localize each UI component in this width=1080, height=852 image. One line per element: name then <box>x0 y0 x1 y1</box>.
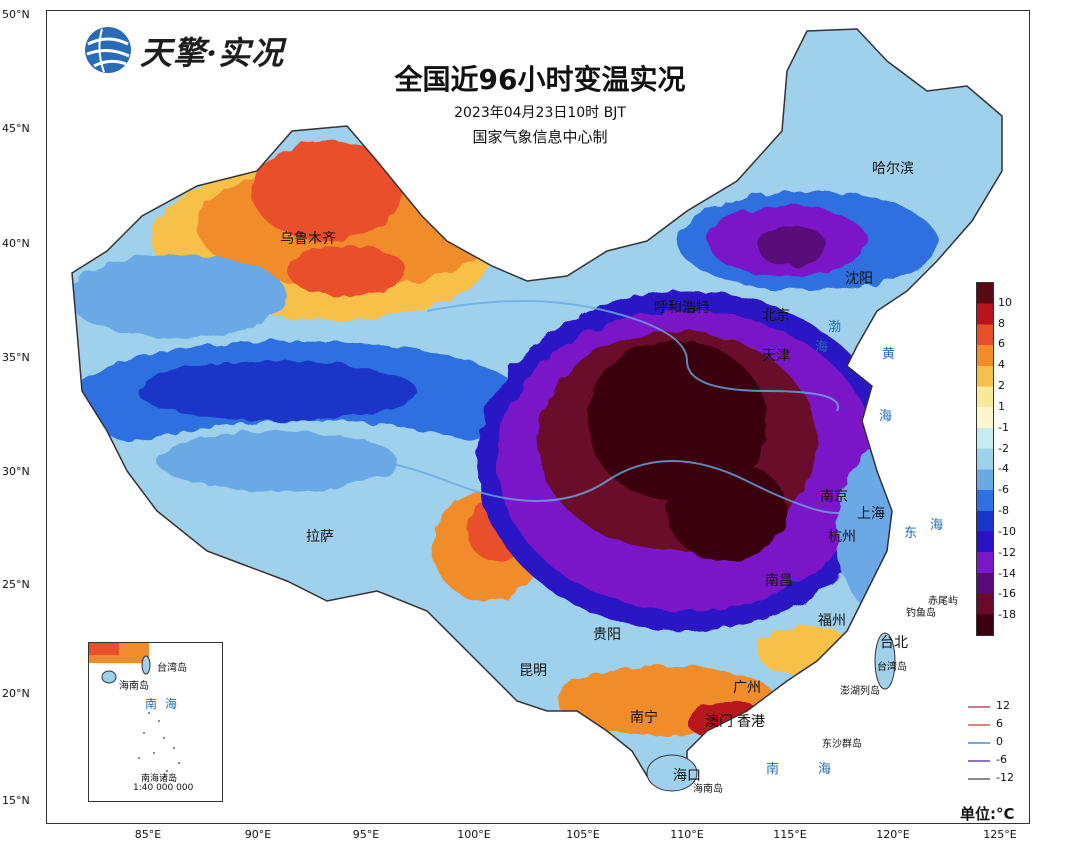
contour-legend-line <box>968 742 990 744</box>
city-label: 拉萨 <box>306 529 334 545</box>
lon-label: 95°E <box>352 828 380 841</box>
colorbar-tick-label: -18 <box>998 608 1016 622</box>
island-label: 赤尾屿 <box>928 596 958 607</box>
inset-map <box>89 643 180 772</box>
lat-label: 15°N <box>2 794 30 807</box>
contour-legend-line <box>968 706 990 708</box>
lon-label: 120°E <box>876 828 910 841</box>
sea-label: 海 <box>879 409 893 424</box>
colorbar-tick-label: 10 <box>998 295 1012 309</box>
colorbar <box>976 282 994 636</box>
city-label: 昆明 <box>519 663 547 679</box>
map-subtitle: 2023年04月23日10时 BJT <box>454 105 626 121</box>
inset-label: 台湾岛 <box>157 663 187 674</box>
map-title: 全国近96小时变温实况 <box>394 63 686 96</box>
sea-label: 南 <box>766 762 780 777</box>
city-label: 哈尔滨 <box>872 161 914 177</box>
colorbar-tick-label: 6 <box>998 337 1005 351</box>
city-label: 南宁 <box>630 710 658 726</box>
city-label: 呼和浩特 <box>654 300 710 316</box>
contour-legend-line <box>968 724 990 726</box>
lat-label: 35°N <box>2 351 30 364</box>
city-label: 香港 <box>737 714 765 730</box>
lon-label: 105°E <box>566 828 600 841</box>
temperature-change-map <box>71 28 1003 792</box>
lon-label: 110°E <box>670 828 704 841</box>
island-label: 台湾岛 <box>877 662 907 673</box>
globe-icon <box>85 27 131 73</box>
colorbar-tick-label: -16 <box>998 587 1016 601</box>
contour-legend-label: -6 <box>996 753 1007 766</box>
city-label: 上海 <box>857 506 885 522</box>
lon-label: 85°E <box>134 828 162 841</box>
city-label: 乌鲁木齐 <box>280 231 336 247</box>
city-label: 北京 <box>762 308 790 324</box>
lat-label: 50°N <box>2 8 30 21</box>
lon-label: 90°E <box>244 828 272 841</box>
colorbar-tick-label: 1 <box>998 399 1005 413</box>
colorbar-tick-label: 8 <box>998 316 1005 330</box>
lon-label: 100°E <box>457 828 491 841</box>
colorbar-tick-label: -8 <box>998 504 1009 518</box>
lat-label: 40°N <box>2 237 30 250</box>
contour-legend-label: 6 <box>996 717 1003 730</box>
city-label: 台北 <box>880 635 908 651</box>
contour-legend-label: 0 <box>996 735 1003 748</box>
inset-sea-label: 南 <box>145 697 158 711</box>
colorbar-tick-label: -6 <box>998 483 1009 497</box>
city-label: 南京 <box>820 489 848 505</box>
map-maker: 国家气象信息中心制 <box>472 128 608 146</box>
lat-label: 20°N <box>2 687 30 700</box>
sea-label: 海 <box>930 518 944 533</box>
city-label: 澳门 <box>705 714 733 730</box>
sea-label: 东 <box>904 526 918 541</box>
colorbar-tick-label: 2 <box>998 379 1005 393</box>
contour-legend-line <box>968 778 990 780</box>
colorbar-tick-label: -4 <box>998 462 1009 476</box>
lon-label: 115°E <box>773 828 807 841</box>
colorbar-tick-label: -10 <box>998 524 1016 538</box>
inset-label: 海南岛 <box>119 681 149 692</box>
colorbar-tick-label: -12 <box>998 545 1016 559</box>
colorbar-tick-label: -1 <box>998 420 1009 434</box>
city-label: 天津 <box>762 348 790 364</box>
inset-label: 南海诸岛 <box>141 774 178 784</box>
city-label: 广州 <box>733 680 761 696</box>
logo: 天擎·实况 <box>82 24 332 78</box>
contour-legend-line <box>968 760 990 762</box>
sea-label: 渤 <box>828 320 842 335</box>
map-frame <box>46 10 1030 824</box>
logo-text: 天擎·实况 <box>140 34 285 72</box>
lat-label: 30°N <box>2 465 30 478</box>
island-label: 东沙群岛 <box>822 739 862 750</box>
city-label: 海口 <box>673 768 701 784</box>
lat-label: 45°N <box>2 122 30 135</box>
south-china-sea-inset: 台湾岛 海南岛 南 海 南海诸岛 1:40 000 000 <box>88 642 223 802</box>
island-label: 澎湖列岛 <box>840 686 880 697</box>
sea-label: 海 <box>818 762 832 777</box>
city-label: 福州 <box>818 613 846 629</box>
city-label: 沈阳 <box>845 271 873 287</box>
inset-scale: 1:40 000 000 <box>133 783 194 793</box>
unit-label: 单位:°C <box>960 805 1015 823</box>
inset-sea-label: 海 <box>165 697 178 711</box>
city-label: 贵阳 <box>593 627 621 643</box>
city-label: 杭州 <box>828 529 856 545</box>
contour-legend-label: -12 <box>996 771 1014 784</box>
island-label: 海南岛 <box>693 784 723 795</box>
sea-label: 黄 <box>882 347 896 362</box>
lat-label: 25°N <box>2 578 30 591</box>
colorbar-tick-label: 4 <box>998 358 1005 372</box>
sea-label: 海 <box>815 340 829 355</box>
lon-label: 125°E <box>983 828 1017 841</box>
colorbar-tick-label: -14 <box>998 566 1016 580</box>
contour-legend-label: 12 <box>996 699 1010 712</box>
colorbar-tick-label: -2 <box>998 441 1009 455</box>
island-label: 钓鱼岛 <box>906 608 936 619</box>
city-label: 南昌 <box>765 573 793 589</box>
